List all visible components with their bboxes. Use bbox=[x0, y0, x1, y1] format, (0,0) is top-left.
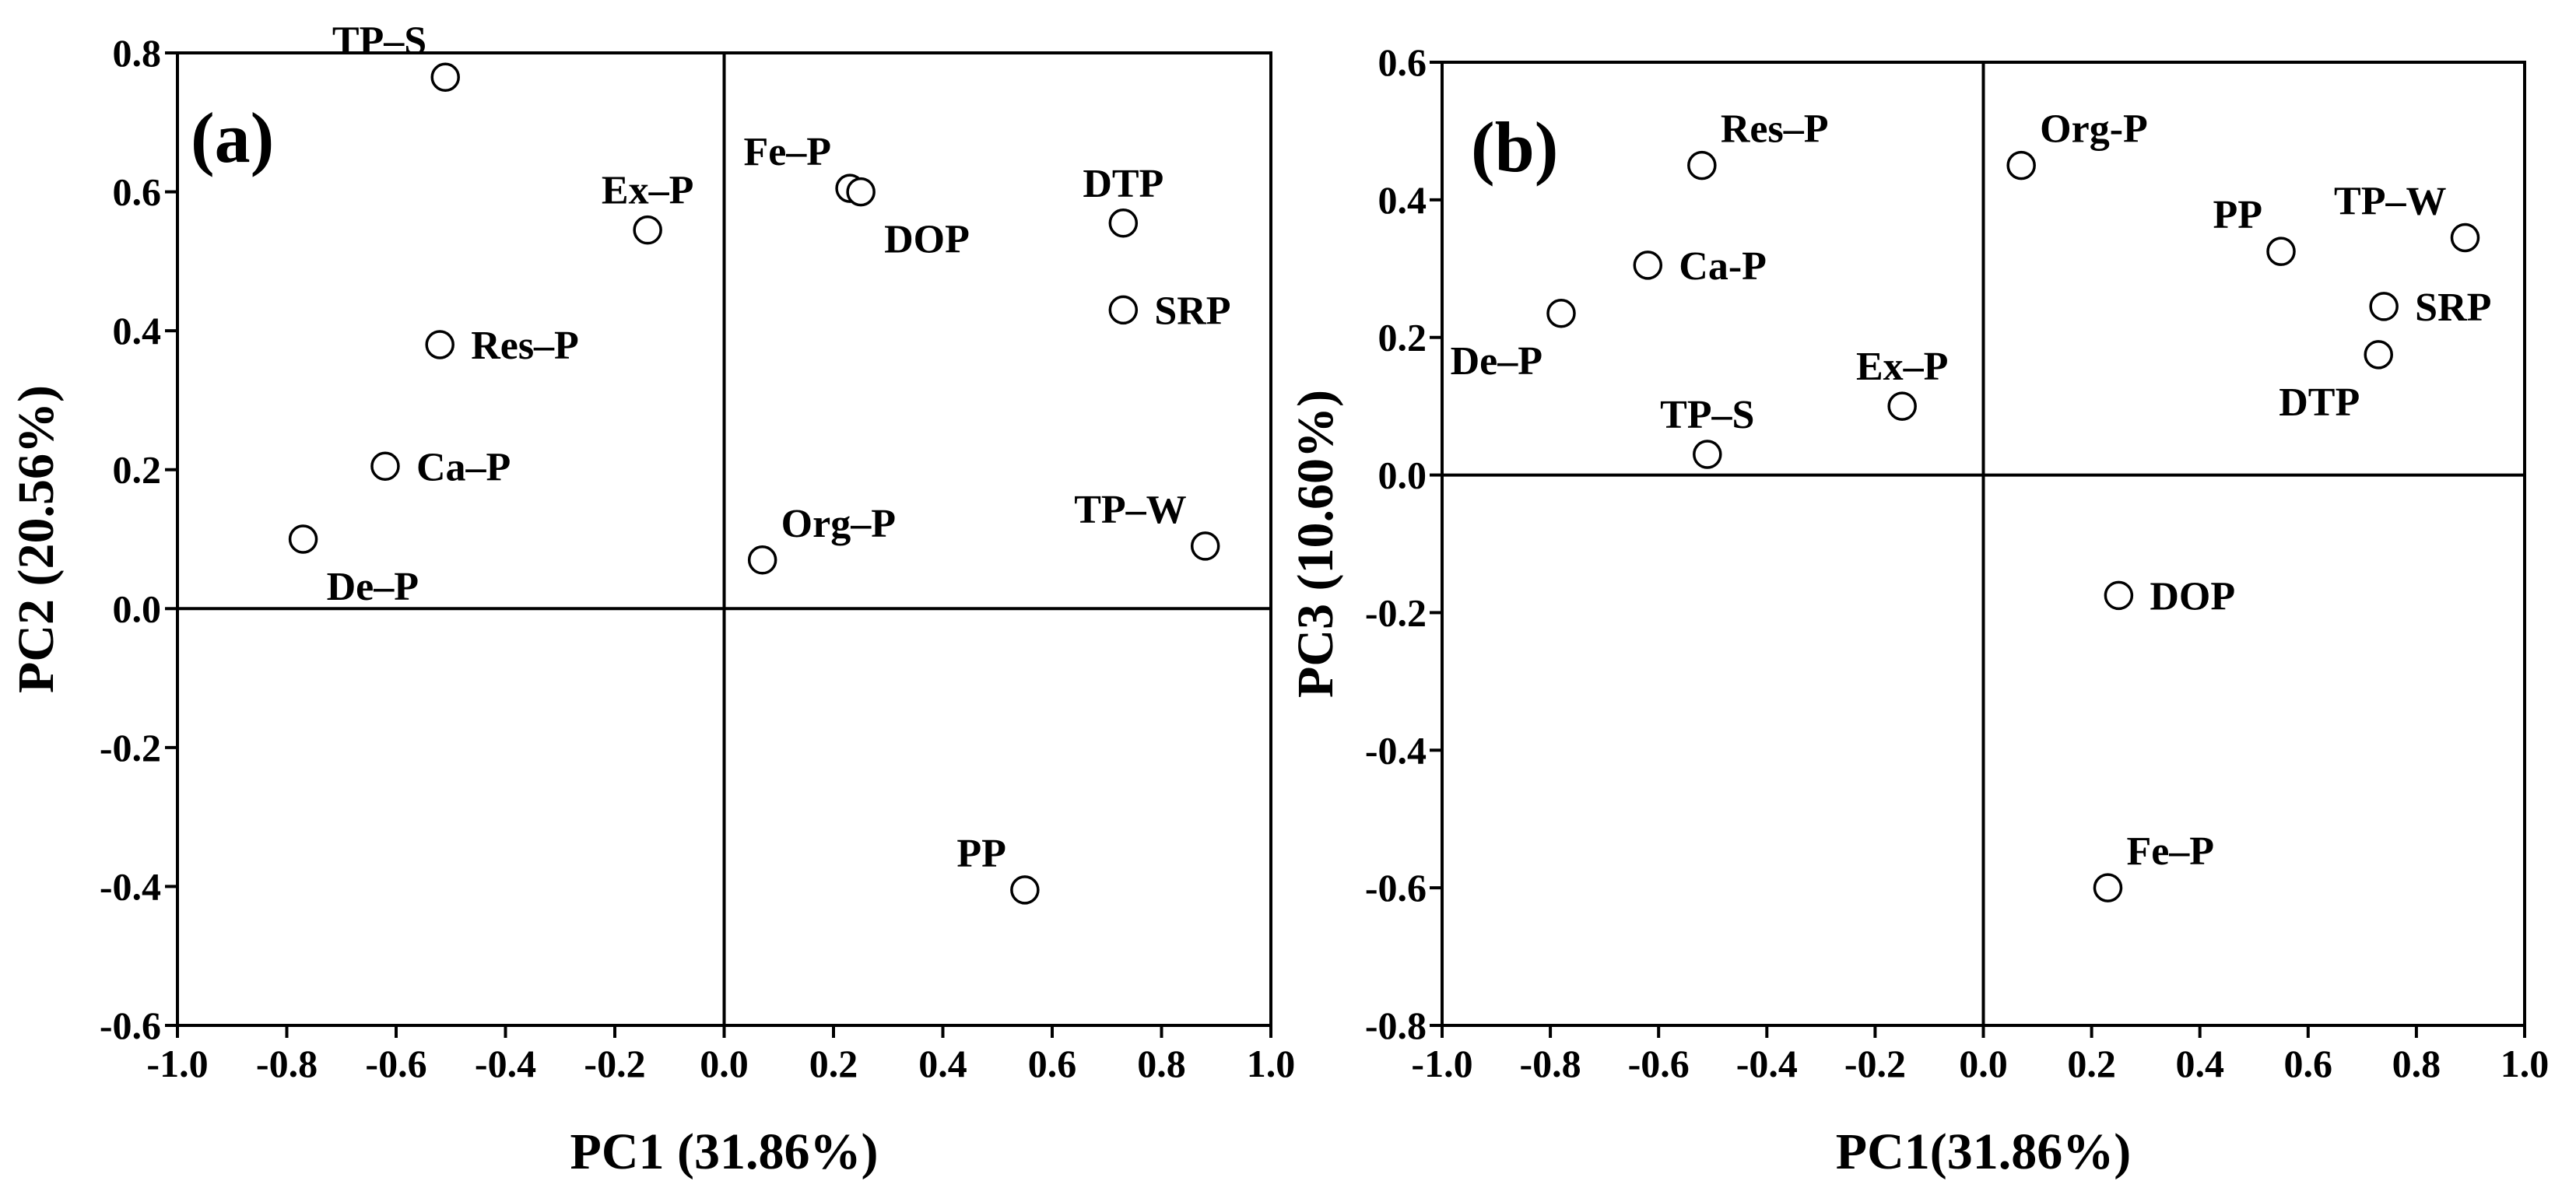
y-tick-label: 0.8 bbox=[113, 31, 162, 75]
data-point-marker bbox=[2093, 873, 2123, 902]
data-point-marker bbox=[1887, 391, 1917, 421]
y-tick-label: 0.2 bbox=[1378, 316, 1427, 359]
data-point-marker bbox=[1108, 209, 1139, 238]
x-tick-label: 0.2 bbox=[809, 1042, 858, 1085]
y-axis-title: PC2 (20.56%) bbox=[8, 385, 65, 693]
data-point-marker bbox=[288, 524, 318, 554]
data-point-label: Ca–P bbox=[416, 445, 511, 489]
y-tick-label: -0.8 bbox=[1365, 1004, 1427, 1047]
y-tick-label: -0.6 bbox=[100, 1004, 161, 1047]
data-point-label: TP–W bbox=[1074, 488, 1186, 532]
data-point-marker bbox=[1546, 299, 1576, 328]
x-axis-title: PC1 (31.86%) bbox=[570, 1123, 879, 1180]
x-tick-label: 0.4 bbox=[918, 1042, 967, 1085]
x-tick-label: -0.2 bbox=[584, 1042, 645, 1085]
data-point-marker bbox=[1633, 251, 1663, 280]
data-point-marker bbox=[2266, 237, 2296, 266]
data-point-marker bbox=[633, 215, 662, 245]
data-point-marker bbox=[747, 545, 777, 575]
y-tick-label: -0.6 bbox=[1365, 866, 1427, 909]
y-tick-label: 0.2 bbox=[113, 448, 162, 492]
data-point-label: Ex–P bbox=[1856, 345, 1948, 389]
data-point-marker bbox=[2364, 340, 2393, 370]
data-point-label: TP–S bbox=[1660, 393, 1754, 437]
data-point-marker bbox=[2104, 580, 2134, 611]
data-point-label: Res–P bbox=[471, 324, 579, 368]
y-tick-label: -0.2 bbox=[100, 726, 161, 769]
x-tick-label: 0.6 bbox=[2284, 1042, 2333, 1085]
data-point-marker bbox=[1190, 531, 1220, 561]
x-tick-label: -0.4 bbox=[475, 1042, 536, 1085]
x-tick-label: 0.4 bbox=[2175, 1042, 2224, 1085]
data-point-marker bbox=[1010, 875, 1040, 905]
x-tick-label: -0.4 bbox=[1736, 1042, 1798, 1085]
x-tick-label: -1.0 bbox=[1411, 1042, 1472, 1085]
data-point-label: TP–W bbox=[2334, 179, 2446, 223]
panel-b: -1.0 -0.8 -0.6 -0.4 -0.2 0.0 0.2 0.4 0.6 0.8 1.0-0… bbox=[1287, 40, 2549, 1180]
y-tick-label: 0.6 bbox=[1378, 40, 1427, 84]
y-tick-label: 0.4 bbox=[1378, 178, 1427, 222]
data-point-label: Fe–P bbox=[743, 130, 831, 174]
data-point-label: DOP bbox=[884, 218, 970, 262]
panel-label: (b) bbox=[1471, 107, 1558, 187]
y-axis-title: PC3 (10.60%) bbox=[1287, 390, 1344, 698]
data-point-label: TP–S bbox=[332, 19, 426, 63]
data-point-label: Org-P bbox=[2040, 107, 2148, 152]
data-point-label: Fe–P bbox=[2126, 829, 2214, 874]
x-tick-label: -0.8 bbox=[256, 1042, 318, 1085]
panel-label: (a) bbox=[191, 98, 274, 177]
x-tick-label: 1.0 bbox=[2501, 1042, 2550, 1085]
data-point-label: SRP bbox=[2415, 286, 2491, 330]
x-tick-label: 0.0 bbox=[700, 1042, 749, 1085]
data-point-label: De–P bbox=[327, 565, 419, 609]
panel-a: -1.0 -0.8 -0.6 -0.4 -0.2 0.0 0.2 0.4 0.6 0.8 1.0 -0… bbox=[8, 19, 1295, 1180]
data-point-label: Res–P bbox=[1721, 107, 1829, 152]
y-tick-label: 0.0 bbox=[113, 587, 162, 630]
x-tick-label: -0.6 bbox=[1628, 1042, 1690, 1085]
y-tick-label: -0.2 bbox=[1365, 590, 1427, 634]
data-point-label: Ex–P bbox=[602, 169, 693, 213]
data-point-label: Org–P bbox=[781, 502, 896, 546]
y-tick-label: -0.4 bbox=[1365, 728, 1427, 772]
data-point-marker bbox=[1687, 150, 1717, 180]
x-tick-label: 0.8 bbox=[1137, 1042, 1186, 1085]
x-tick-label: 0.8 bbox=[2392, 1042, 2441, 1085]
x-tick-label: 0.2 bbox=[2067, 1042, 2116, 1085]
x-tick-label: -0.8 bbox=[1520, 1042, 1581, 1085]
data-point-label: DTP bbox=[2279, 380, 2360, 425]
data-point-marker bbox=[1693, 440, 1722, 469]
data-point-label: De–P bbox=[1451, 339, 1542, 384]
data-point-marker bbox=[425, 330, 454, 359]
x-tick-label: 1.0 bbox=[1247, 1042, 1296, 1085]
data-point-label: DOP bbox=[2150, 574, 2235, 619]
data-point-marker bbox=[430, 62, 460, 92]
data-point-label: DTP bbox=[1083, 162, 1163, 206]
data-point-label: PP bbox=[2213, 193, 2262, 237]
data-point-marker bbox=[370, 451, 400, 481]
x-tick-label: -1.0 bbox=[146, 1042, 208, 1085]
x-tick-label: 0.0 bbox=[1959, 1042, 2008, 1085]
y-tick-label: -0.4 bbox=[100, 864, 161, 908]
data-point-label: SRP bbox=[1154, 289, 1230, 333]
x-tick-label: -0.6 bbox=[365, 1042, 426, 1085]
data-point-marker bbox=[2006, 150, 2036, 180]
y-tick-label: 0.4 bbox=[113, 309, 162, 352]
data-point-marker bbox=[846, 177, 876, 207]
data-point-marker bbox=[1108, 295, 1139, 325]
x-axis-title: PC1(31.86%) bbox=[1836, 1123, 2131, 1180]
data-point-marker bbox=[2369, 292, 2399, 321]
y-tick-label: 0.0 bbox=[1378, 454, 1427, 497]
x-tick-label: -0.2 bbox=[1844, 1042, 1906, 1085]
data-point-label: Ca-P bbox=[1679, 244, 1767, 289]
data-point-marker bbox=[2450, 223, 2480, 253]
x-tick-label: 0.6 bbox=[1028, 1042, 1077, 1085]
data-point-label: PP bbox=[956, 832, 1006, 876]
y-tick-label: 0.6 bbox=[113, 170, 162, 214]
